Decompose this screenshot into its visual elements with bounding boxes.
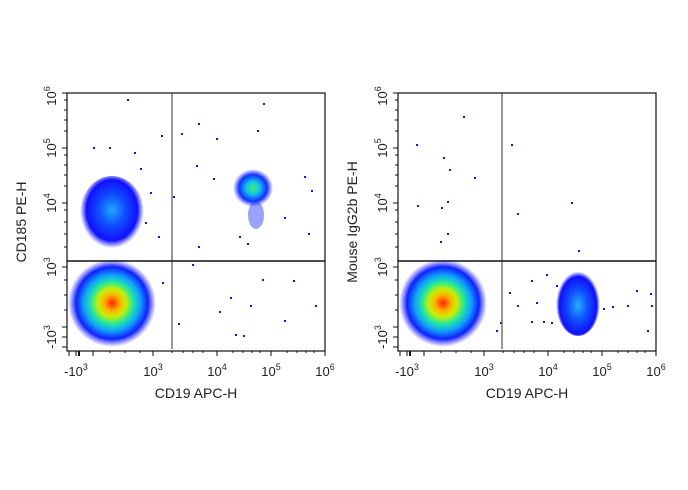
- population-double-negative: [399, 259, 487, 347]
- x-tick-label: 106: [315, 362, 334, 379]
- x-tick-label: 103: [474, 362, 493, 379]
- x-tick-label: 104: [207, 362, 226, 379]
- population-double-negative: [68, 259, 156, 347]
- y-tick-label: -103: [42, 325, 59, 349]
- y-axis-ticks: [62, 92, 67, 348]
- plot-canvas: -103 103 104 105 106 -103 103 104 105 10…: [344, 86, 666, 401]
- sparse-events: [93, 99, 317, 337]
- y-axis-title: Mouse IgG2b PE-H: [344, 161, 360, 282]
- x-tick-label: 105: [592, 362, 611, 379]
- x-tick-label: 103: [143, 362, 162, 379]
- y-tick-label: 106: [373, 86, 390, 105]
- y-tick-label: 106: [42, 86, 59, 105]
- x-tick-label: 104: [538, 362, 557, 379]
- x-tick-label: -103: [395, 362, 419, 379]
- plot-cd185-vs-cd19: -103 103 104 105 106 -103 103 104 105 10…: [13, 86, 335, 401]
- y-tick-label: 104: [42, 193, 59, 212]
- x-tick-label: 106: [646, 362, 665, 379]
- y-axis-ticks: [393, 92, 398, 348]
- y-tick-label: 103: [42, 257, 59, 276]
- population-cd19-positive: [556, 268, 600, 336]
- y-tick-label: 105: [373, 138, 390, 157]
- y-tick-label: -103: [373, 325, 390, 349]
- population-double-positive: [233, 169, 273, 229]
- y-tick-label: 104: [373, 193, 390, 212]
- y-tick-label: 103: [373, 257, 390, 276]
- x-tick-label: 105: [261, 362, 280, 379]
- x-axis-title: CD19 APC-H: [486, 385, 568, 401]
- population-cd185-positive: [80, 176, 144, 252]
- y-tick-label: 105: [42, 138, 59, 157]
- x-tick-label: -103: [64, 362, 88, 379]
- sparse-events: [416, 116, 653, 332]
- x-axis-ticks: [399, 351, 657, 356]
- y-axis-title: CD185 PE-H: [13, 182, 29, 263]
- x-axis-title: CD19 APC-H: [155, 385, 237, 401]
- x-axis-ticks: [68, 351, 326, 356]
- plot-canvas: -103 103 104 105 106 -103 103 104 105 10…: [13, 86, 335, 401]
- plot-igg2b-vs-cd19: -103 103 104 105 106 -103 103 104 105 10…: [331, 0, 675, 490]
